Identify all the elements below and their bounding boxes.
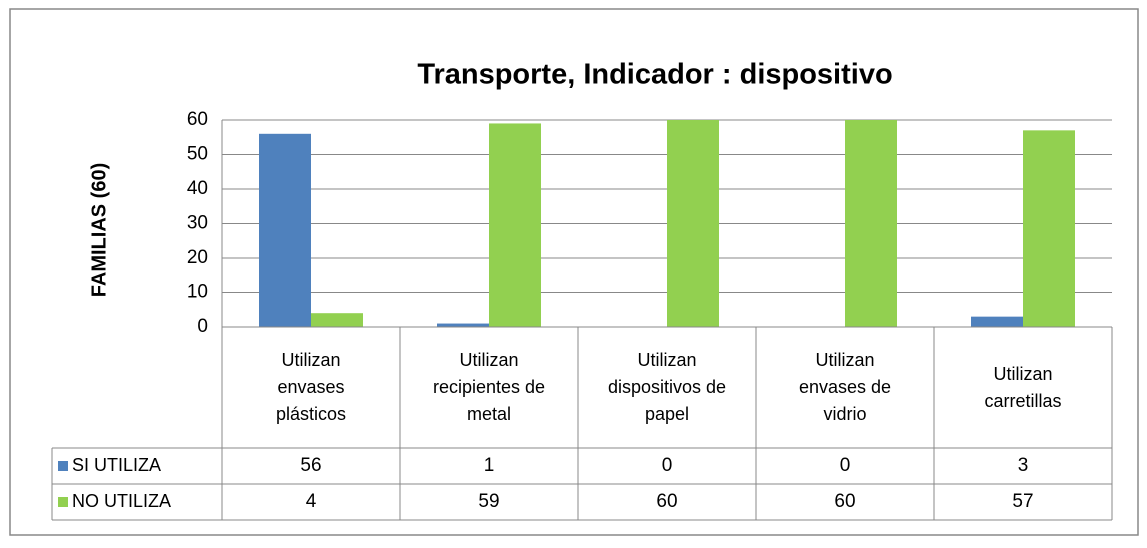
x-tick-label: Utilizan envases plásticos	[275, 350, 347, 424]
table-value: 57	[1012, 491, 1033, 512]
table-value: 60	[834, 491, 855, 512]
y-tick-label: 60	[187, 109, 208, 130]
category-cell: Utilizan recipientes de metal	[432, 350, 546, 424]
bar	[437, 323, 489, 327]
bar	[311, 313, 363, 327]
y-tick-label: 0	[197, 316, 208, 337]
category-cell: Utilizan envases de vidrio	[798, 350, 892, 424]
table-value: 56	[300, 455, 321, 476]
y-axis-label: FAMILIAS (60)	[88, 163, 110, 297]
legend-label: SI UTILIZA	[72, 455, 161, 475]
table-value: 60	[656, 491, 677, 512]
bar	[845, 120, 897, 327]
x-tick-label: Utilizan envases de vidrio	[798, 350, 892, 424]
legend-key	[58, 461, 68, 471]
x-tick-label: Utilizan carretillas	[984, 363, 1062, 411]
table-value: 4	[306, 491, 317, 512]
x-tick-label: Utilizan recipientes de metal	[432, 350, 546, 424]
chart-frame	[9, 8, 1139, 536]
chart-title: Transporte, Indicador : dispositivo	[417, 59, 892, 91]
y-tick-label: 20	[187, 247, 208, 268]
table-value: 3	[1018, 455, 1029, 476]
table-value: 0	[662, 455, 673, 476]
y-tick-label: 40	[187, 178, 208, 199]
y-tick-label: 50	[187, 144, 208, 165]
bar	[667, 120, 719, 327]
legend-key	[58, 497, 68, 507]
category-cell: Utilizan envases plásticos	[275, 350, 347, 424]
bar	[489, 123, 541, 327]
legend-label: NO UTILIZA	[72, 491, 171, 511]
y-tick-label: 30	[187, 213, 208, 234]
category-cell: Utilizan dispositivos de papel	[607, 350, 727, 424]
x-tick-label: Utilizan dispositivos de papel	[607, 350, 727, 424]
bar	[971, 316, 1023, 327]
table-value: 0	[840, 455, 851, 476]
bar	[259, 133, 311, 327]
bar	[1023, 130, 1075, 327]
category-cell: Utilizan carretillas	[984, 363, 1062, 411]
y-tick-label: 10	[187, 282, 208, 303]
table-value: 1	[484, 455, 495, 476]
table-value: 59	[478, 491, 499, 512]
